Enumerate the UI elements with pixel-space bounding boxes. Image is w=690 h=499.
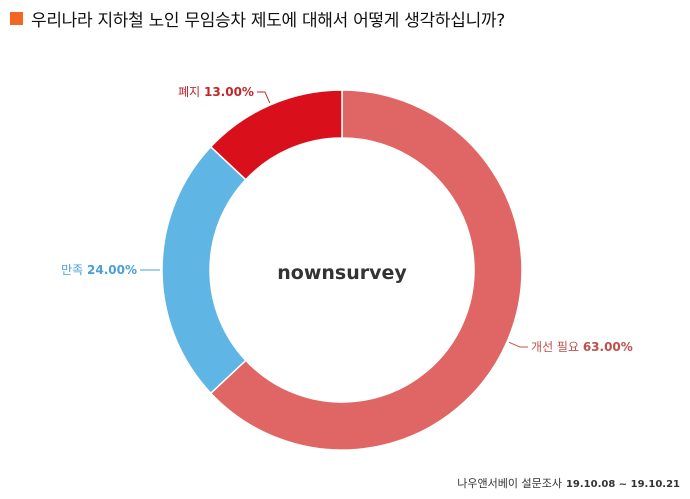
survey-source: 나우앤서베이 설문조사 xyxy=(457,477,562,490)
slice-label-0: 개선 필요 63.00% xyxy=(531,340,633,354)
slice-name-1: 만족 xyxy=(61,263,87,277)
slice-name-2: 폐지 xyxy=(178,85,204,99)
slice-label-2: 폐지 13.00% xyxy=(178,85,254,99)
slice-value-0: 63.00% xyxy=(583,340,633,354)
slice-labels: 개선 필요 63.00% 만족 24.00% 폐지 13.00% xyxy=(61,85,633,354)
slice-1 xyxy=(161,145,247,395)
survey-period: 19.10.08 ~ 19.10.21 xyxy=(565,479,680,490)
slice-value-1: 24.00% xyxy=(87,263,137,277)
leader-2 xyxy=(256,91,271,104)
donut-slices xyxy=(161,89,523,451)
slice-label-1: 만족 24.00% xyxy=(61,263,137,277)
title-marker-icon xyxy=(10,12,23,25)
source-footer: 나우앤서베이 설문조사 19.10.08 ~ 19.10.21 xyxy=(457,475,680,491)
slice-value-2: 13.00% xyxy=(204,85,254,99)
chart-title: 우리나라 지하철 노인 무임승차 제도에 대해서 어떻게 생각하십니까? xyxy=(31,11,505,31)
leader-0 xyxy=(508,341,529,348)
slice-name-0: 개선 필요 xyxy=(531,340,583,354)
center-label: nownsurvey xyxy=(277,262,407,284)
chart-title-row: 우리나라 지하철 노인 무임승차 제도에 대해서 어떻게 생각하십니까? xyxy=(10,6,505,31)
slice-0 xyxy=(209,89,523,451)
label-leaders xyxy=(140,91,529,348)
slice-2 xyxy=(209,89,343,181)
